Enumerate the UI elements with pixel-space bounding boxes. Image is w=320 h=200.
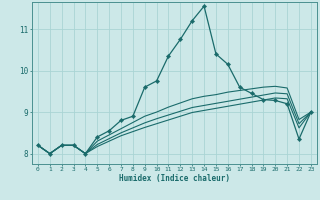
X-axis label: Humidex (Indice chaleur): Humidex (Indice chaleur) [119, 174, 230, 183]
